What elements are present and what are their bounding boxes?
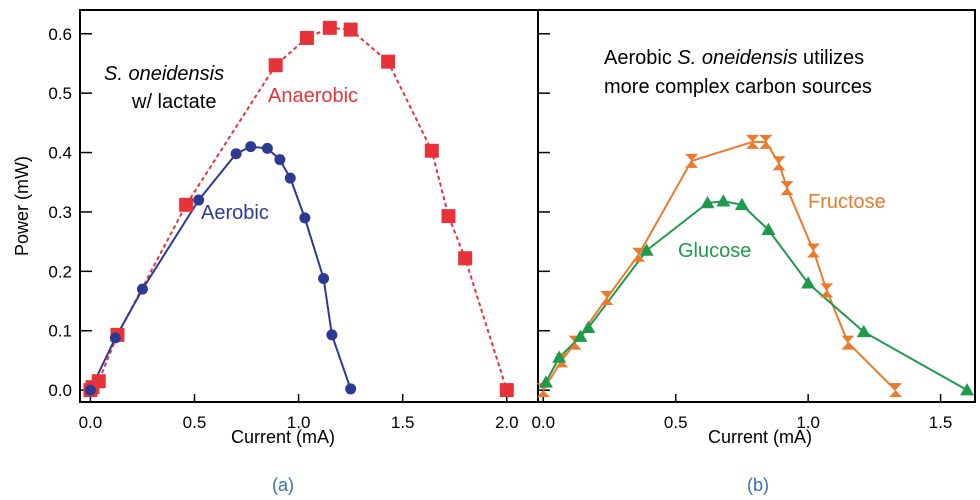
y-tick-label: 0.4 — [48, 144, 72, 163]
anaerobic-series-line — [89, 26, 508, 391]
glucose-data-point — [573, 329, 588, 342]
fructose-data-point — [772, 156, 786, 171]
aerobic-data-point — [318, 272, 330, 284]
y-tick-label: 0.3 — [48, 203, 72, 222]
x-tick-label: 0.5 — [183, 413, 207, 432]
glucose-data-point — [552, 350, 567, 363]
x-tick-label: 0.5 — [664, 413, 688, 432]
aerobic-data-point — [345, 383, 357, 395]
fructose-series-line — [542, 140, 897, 391]
anaerobic-data-point — [381, 54, 396, 69]
plot-b-frame — [537, 9, 976, 403]
anaerobic-data-point — [343, 22, 358, 37]
y-tick-label: 0.6 — [48, 25, 72, 44]
glucose-data-point — [581, 320, 596, 334]
x-tick-label: 1.0 — [796, 413, 820, 432]
glucose-data-point — [960, 383, 975, 396]
plot-b-xticks: 0.0 0.5 1.0 1.5 — [531, 394, 952, 432]
anaerobic-data-point — [458, 251, 473, 266]
anaerobic-data-point — [322, 20, 337, 35]
glucose-data-point — [639, 243, 654, 256]
plot-a-xticks: 0.0 0.5 1.0 1.5 2.0 — [79, 394, 519, 432]
plot-b-note-italic: S. oneidensis — [677, 47, 797, 69]
fructose-data-point — [889, 383, 903, 398]
fructose-data-point — [746, 134, 760, 149]
aerobic-data-point — [326, 329, 338, 341]
glucose-series-label: Glucose — [678, 240, 751, 262]
anaerobic-data-point — [299, 30, 314, 45]
fructose-data-point — [841, 335, 855, 350]
glucose-data-point — [538, 375, 553, 388]
fructose-data-point — [780, 181, 794, 196]
plot-a-caption: (a) — [272, 475, 294, 495]
anaerobic-data-point — [179, 197, 194, 212]
aerobic-data-point — [284, 172, 296, 184]
fructose-series-label: Fructose — [808, 191, 886, 213]
y-tick-label: 0.5 — [48, 84, 72, 103]
y-tick-label: 0.0 — [48, 381, 72, 400]
fructose-data-point — [820, 283, 834, 298]
glucose-data-point — [734, 197, 749, 211]
plot-a-xlabel: Current (mA) — [231, 427, 335, 447]
anaerobic-data-point — [268, 58, 283, 73]
aerobic-series-line — [89, 145, 352, 391]
aerobic-data-point — [193, 194, 205, 206]
plot-a-note-line2: w/ lactate — [131, 91, 216, 113]
plot-a-series — [83, 20, 514, 398]
anaerobic-data-point — [499, 383, 514, 398]
x-tick-label: 1.0 — [287, 413, 311, 432]
panel-b: 0.0 0.5 1.0 1.5 Current (mA) (b) Aerobic S.… — [531, 9, 976, 495]
glucose-data-point — [761, 222, 776, 236]
anaerobic-series-label: Anaerobic — [268, 85, 358, 107]
plot-a-note-line1: S. oneidensis — [104, 63, 224, 85]
x-tick-label: 0.0 — [79, 413, 103, 432]
plot-b-yticks — [538, 33, 550, 391]
fructose-data-point — [600, 291, 614, 306]
x-tick-label: 0.0 — [531, 413, 555, 432]
aerobic-data-point — [109, 332, 121, 344]
plot-a-ylabel: Power (mW) — [12, 156, 32, 256]
plot-b-note-post: utilizes — [797, 47, 864, 69]
anaerobic-data-point — [424, 143, 439, 158]
aerobic-data-point — [230, 148, 242, 160]
plot-b-note-line2: more complex carbon sources — [604, 76, 872, 98]
plot-b-caption: (b) — [747, 475, 769, 495]
aerobic-data-point — [274, 154, 286, 166]
glucose-data-point — [801, 276, 816, 289]
x-tick-label: 2.0 — [495, 413, 519, 432]
fructose-data-point — [632, 247, 646, 262]
fructose-data-point — [685, 153, 699, 168]
aerobic-data-point — [261, 142, 273, 154]
plot-b-series — [536, 134, 975, 398]
anaerobic-data-point — [441, 209, 456, 224]
plot-b-xlabel: Current (mA) — [708, 427, 812, 447]
aerobic-data-point — [136, 283, 148, 295]
aerobic-data-point — [299, 212, 311, 224]
glucose-data-point — [716, 194, 731, 207]
glucose-data-point — [856, 324, 871, 338]
y-tick-label: 0.1 — [48, 322, 72, 341]
x-tick-label: 1.5 — [391, 413, 415, 432]
plot-b-note-pre: Aerobic — [604, 47, 677, 69]
aerobic-data-point — [84, 384, 96, 396]
panel-a: 0.0 0.1 0.2 0.3 0.4 0.5 0.6 0.0 0.5 1.0 1.5 2.0 Po… — [12, 9, 539, 495]
plot-a-yticks: 0.0 0.1 0.2 0.3 0.4 0.5 0.6 — [48, 25, 92, 400]
fructose-data-point — [806, 243, 820, 258]
aerobic-series-label: Aerobic — [201, 202, 269, 224]
aerobic-data-point — [245, 141, 257, 153]
glucose-data-point — [700, 196, 715, 209]
fructose-data-point — [759, 134, 773, 149]
anaerobic-data-point — [91, 374, 106, 389]
x-tick-label: 1.5 — [929, 413, 953, 432]
y-tick-label: 0.2 — [48, 262, 72, 281]
plot-b-note-line1: Aerobic S. oneidensis utilizes — [604, 47, 864, 69]
